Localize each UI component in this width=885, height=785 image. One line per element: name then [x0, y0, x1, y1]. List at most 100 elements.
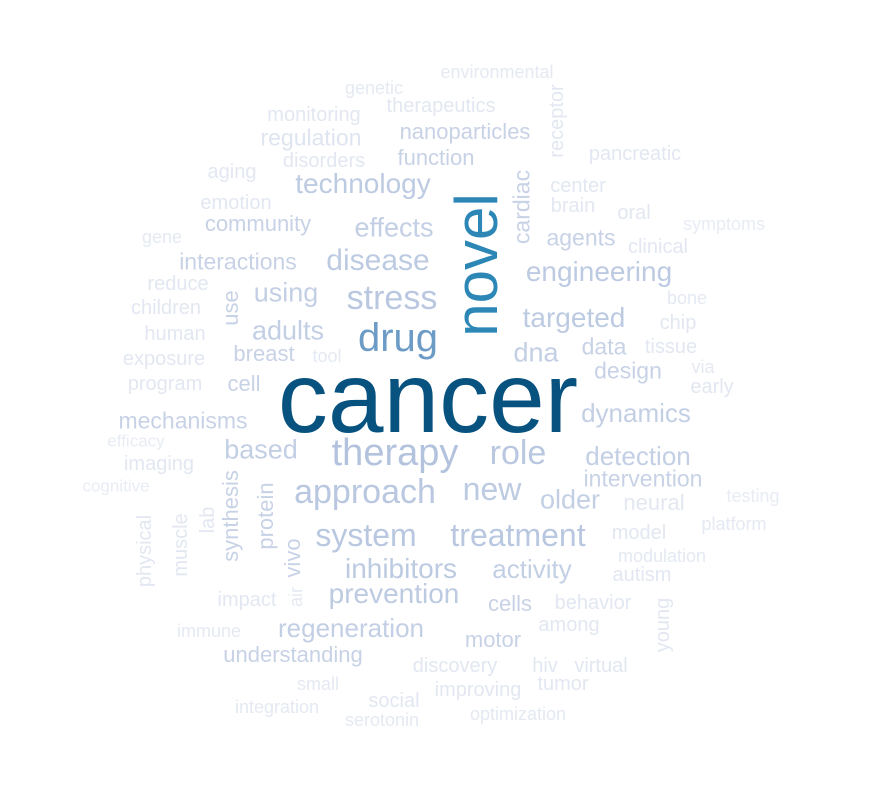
word-aging: aging [207, 161, 257, 183]
word-muscle: muscle [170, 513, 192, 577]
word-environmental: environmental [440, 62, 554, 82]
word-adults: adults [251, 315, 325, 346]
word-hiv: hiv [532, 655, 558, 677]
word-intervention: intervention [583, 465, 703, 492]
word-optimization: optimization [469, 704, 567, 724]
word-detection: detection [585, 441, 691, 471]
word-oral: oral [617, 202, 651, 224]
word-among: among [538, 614, 600, 636]
word-stress: stress [346, 279, 438, 317]
word-prevention: prevention [328, 578, 460, 609]
word-modulation: modulation [617, 546, 707, 566]
word-chip: chip [659, 312, 697, 334]
word-nanoparticles: nanoparticles [399, 119, 531, 144]
word-gene: gene [141, 227, 183, 247]
word-air: air [286, 586, 306, 608]
word-activity: activity [492, 554, 572, 584]
word-brain: brain [550, 195, 596, 217]
word-bone: bone [666, 288, 708, 308]
word-using: using [253, 277, 319, 308]
word-therapeutics: therapeutics [386, 95, 496, 117]
word-behavior: behavior [554, 592, 632, 614]
word-cardiac: cardiac [508, 169, 535, 245]
word-tumor: tumor [537, 673, 589, 695]
word-serotonin: serotonin [344, 710, 420, 730]
word-testing: testing [726, 486, 780, 506]
word-breast: breast [233, 341, 295, 366]
word-model: model [611, 522, 667, 544]
word-based: based [224, 434, 298, 465]
word-interactions: interactions [179, 248, 297, 275]
word-use: use [218, 290, 243, 326]
word-disorders: disorders [282, 150, 366, 172]
word-neural: neural [623, 490, 685, 515]
word-community: community [204, 211, 312, 236]
word-motor: motor [464, 627, 522, 652]
word-monitoring: monitoring [267, 104, 361, 126]
word-targeted: targeted [522, 302, 626, 333]
word-mechanisms: mechanisms [118, 407, 248, 434]
word-integration: integration [234, 697, 320, 717]
word-emotion: emotion [200, 192, 272, 214]
word-pancreatic: pancreatic [588, 143, 682, 165]
word-vivo: vivo [280, 538, 305, 578]
word-receptor: receptor [546, 84, 568, 158]
word-dna: dna [513, 337, 559, 368]
word-improving: improving [434, 679, 522, 701]
word-effects: effects [354, 212, 434, 243]
word-protein: protein [253, 482, 278, 550]
word-small: small [296, 674, 340, 694]
word-cells: cells [487, 591, 533, 616]
word-lab: lab [197, 506, 219, 534]
word-platform: platform [701, 514, 767, 534]
word-young: young [652, 597, 674, 653]
word-system: system [315, 517, 417, 553]
word-children: children [130, 297, 202, 319]
word-synthesis: synthesis [218, 470, 243, 562]
word-efficacy: efficacy [107, 431, 165, 451]
word-novel: novel [443, 193, 510, 337]
word-center: center [550, 175, 606, 197]
word-function: function [397, 145, 475, 170]
word-dynamics: dynamics [581, 398, 691, 428]
word-approach: approach [294, 473, 436, 511]
word-inhibitors: inhibitors [344, 553, 458, 584]
word-understanding: understanding [223, 642, 363, 667]
word-imaging: imaging [123, 453, 195, 475]
word-exposure: exposure [122, 348, 206, 370]
word-older: older [539, 484, 601, 515]
word-regulation: regulation [260, 124, 362, 151]
word-treatment: treatment [450, 517, 586, 553]
word-role: role [489, 434, 547, 472]
word-virtual: virtual [574, 655, 628, 677]
word-program: program [127, 373, 203, 395]
word-cancer: cancer [277, 342, 579, 454]
word-tissue: tissue [644, 336, 698, 358]
word-design: design [594, 357, 662, 384]
word-symptoms: symptoms [682, 214, 766, 234]
word-regeneration: regeneration [278, 613, 424, 643]
word-clinical: clinical [627, 236, 689, 258]
word-disease: disease [326, 244, 430, 277]
word-cell: cell [227, 371, 261, 396]
word-new: new [462, 471, 522, 507]
word-tool: tool [312, 346, 342, 366]
word-technology: technology [295, 168, 431, 199]
word-discovery: discovery [412, 655, 498, 677]
word-agents: agents [546, 224, 616, 251]
word-physical: physical [134, 514, 156, 588]
word-reduce: reduce [147, 273, 209, 295]
word-genetic: genetic [344, 78, 404, 98]
word-engineering: engineering [525, 256, 673, 287]
word-impact: impact [217, 589, 277, 611]
word-therapy: therapy [331, 432, 459, 474]
word-immune: immune [176, 621, 242, 641]
word-via: via [691, 357, 715, 377]
word-social: social [368, 690, 420, 712]
word-human: human [144, 323, 206, 345]
word-autism: autism [612, 564, 672, 586]
word-early: early [690, 376, 734, 398]
word-drug: drug [357, 316, 439, 360]
word-cognitive: cognitive [82, 476, 150, 496]
